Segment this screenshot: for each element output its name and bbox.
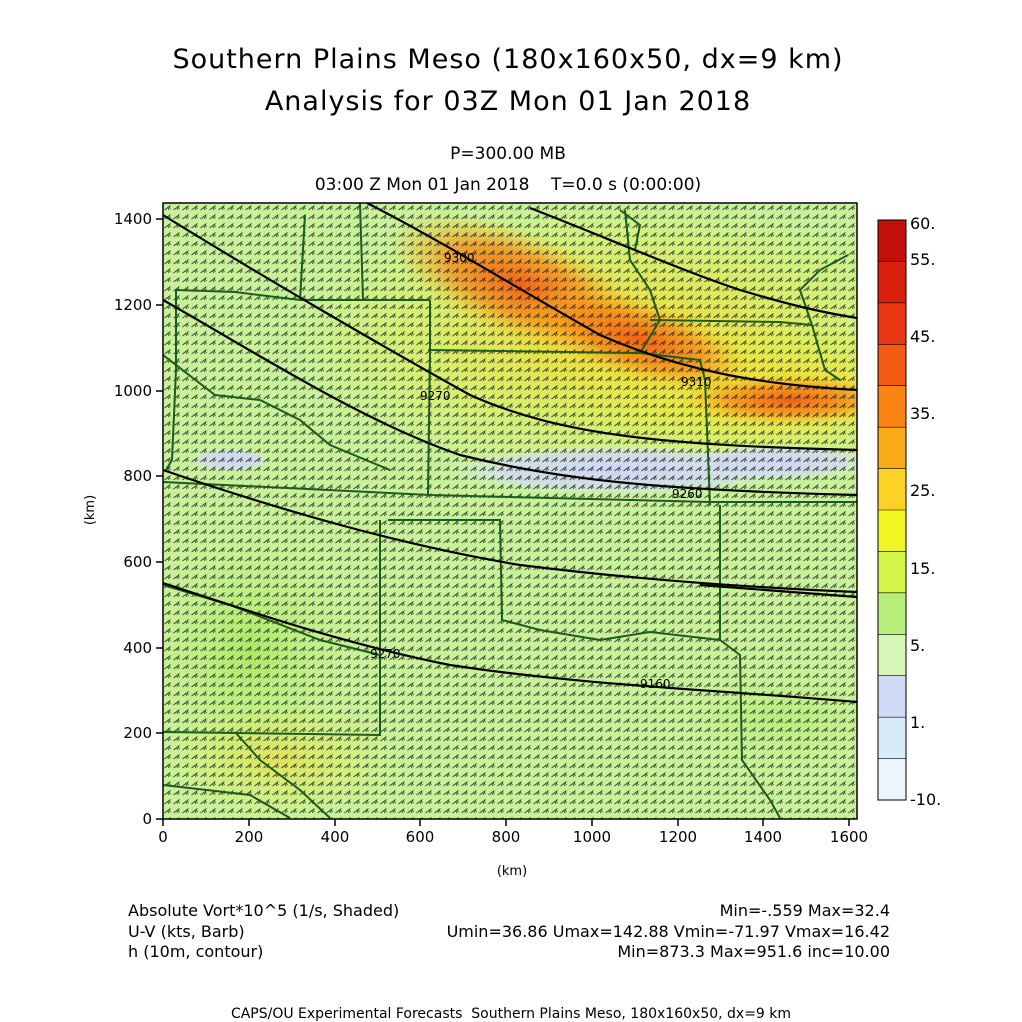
contour-label: 9160 [640,677,671,691]
x-axis-label: (km) [497,864,527,879]
x-tick-label: 1000 [573,828,611,846]
x-tick-label: 1400 [744,828,782,846]
colorbar-label: 1. [910,713,925,732]
x-tick-label: 200 [235,828,264,846]
colorbar: 60. 55. 45. 35. 25. 15. 5. 1. -10. [877,214,941,809]
x-tick-label: 600 [406,828,435,846]
contour-labels: 9300 9310 9270 9260 9270 9160 [370,251,712,691]
time-label: 03:00 Z Mon 01 Jan 2018 T=0.0 s (0:00:00… [314,175,702,195]
height-contours [163,203,857,704]
y-tick-label: 400 [123,639,152,657]
x-tick-label: 0 [158,828,168,846]
colorbar-cell [878,468,906,511]
colorbar-cell [878,302,906,345]
field1-stats: Min=-.559 Max=32.4 [719,901,890,920]
y-tick-labels: 0 200 400 600 800 1000 1200 1400 [114,210,152,828]
colorbar-cell [878,261,906,304]
contour-label: 9260 [672,487,703,501]
colorbar-cell [878,758,906,801]
axis-ticks [156,218,850,826]
y-tick-label: 800 [123,467,152,485]
field1-label: Absolute Vort*10^5 (1/s, Shaded) [128,901,400,920]
colorbar-cell [878,220,906,262]
colorbar-label: -10. [910,790,941,809]
y-tick-label: 1200 [114,296,152,314]
colorbar-label: 60. [910,214,935,233]
field3-label: h (10m, contour) [128,942,264,961]
contour-label: 9270 [420,389,451,403]
x-tick-label: 1600 [830,828,868,846]
credit-line: CAPS/OU Experimental Forecasts Southern … [230,1006,792,1022]
colorbar-cell [878,551,906,594]
colorbar-label: 45. [910,327,935,346]
colorbar-cell [878,634,906,677]
map-title-line1: Southern Plains Meso (180x160x50, dx=9 k… [172,44,844,75]
colorbar-cell [878,717,906,760]
field2-label: U-V (kts, Barb) [128,922,245,941]
field2-stats: Umin=36.86 Umax=142.88 Vmin=-71.97 Vmax=… [446,922,890,941]
x-tick-label: 400 [321,828,350,846]
y-tick-label: 600 [123,553,152,571]
colorbar-label: 35. [910,404,935,423]
colorbar-cell [878,592,906,635]
map-title-line2: Analysis for 03Z Mon 01 Jan 2018 [264,86,752,117]
colorbar-cell [878,510,906,552]
y-tick-label: 200 [123,724,152,742]
y-tick-label: 0 [142,810,152,828]
colorbar-cell [878,344,906,387]
colorbar-label: 5. [910,636,925,655]
contour-label: 9270 [370,647,401,661]
colorbar-label: 25. [910,481,935,500]
colorbar-cell [878,427,906,470]
contour-label: 9310 [681,375,712,389]
x-tick-label: 1200 [659,828,697,846]
colorbar-cell [878,385,906,428]
colorbar-label: 15. [910,559,935,578]
colorbar-cell [878,675,906,718]
y-tick-label: 1400 [114,210,152,228]
level-label: P=300.00 MB [450,144,566,164]
plot-frame [162,202,858,820]
contour-label: 9300 [444,251,475,265]
y-tick-label: 1000 [114,382,152,400]
field3-stats: Min=873.3 Max=951.6 inc=10.00 [617,942,890,961]
x-tick-labels: 0 200 400 600 800 1000 1200 1400 1600 [158,828,868,846]
x-tick-label: 800 [492,828,521,846]
y-axis-label: (km) [83,495,98,525]
colorbar-label: 55. [910,250,935,269]
